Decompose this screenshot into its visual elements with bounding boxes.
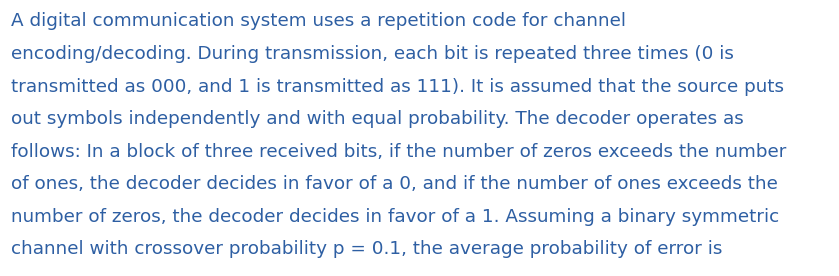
Text: out symbols independently and with equal probability. The decoder operates as: out symbols independently and with equal… bbox=[11, 110, 743, 128]
Text: channel with crossover probability p = 0.1, the average probability of error is: channel with crossover probability p = 0… bbox=[11, 240, 722, 258]
Text: encoding/decoding. During transmission, each bit is repeated three times (0 is: encoding/decoding. During transmission, … bbox=[11, 45, 734, 63]
Text: A digital communication system uses a repetition code for channel: A digital communication system uses a re… bbox=[11, 12, 626, 30]
Text: follows: In a block of three received bits, if the number of zeros exceeds the n: follows: In a block of three received bi… bbox=[11, 143, 786, 161]
Text: number of zeros, the decoder decides in favor of a 1. Assuming a binary symmetri: number of zeros, the decoder decides in … bbox=[11, 208, 779, 226]
Text: transmitted as 000, and 1 is transmitted as 111). It is assumed that the source : transmitted as 000, and 1 is transmitted… bbox=[11, 78, 784, 95]
Text: of ones, the decoder decides in favor of a 0, and if the number of ones exceeds : of ones, the decoder decides in favor of… bbox=[11, 175, 778, 193]
